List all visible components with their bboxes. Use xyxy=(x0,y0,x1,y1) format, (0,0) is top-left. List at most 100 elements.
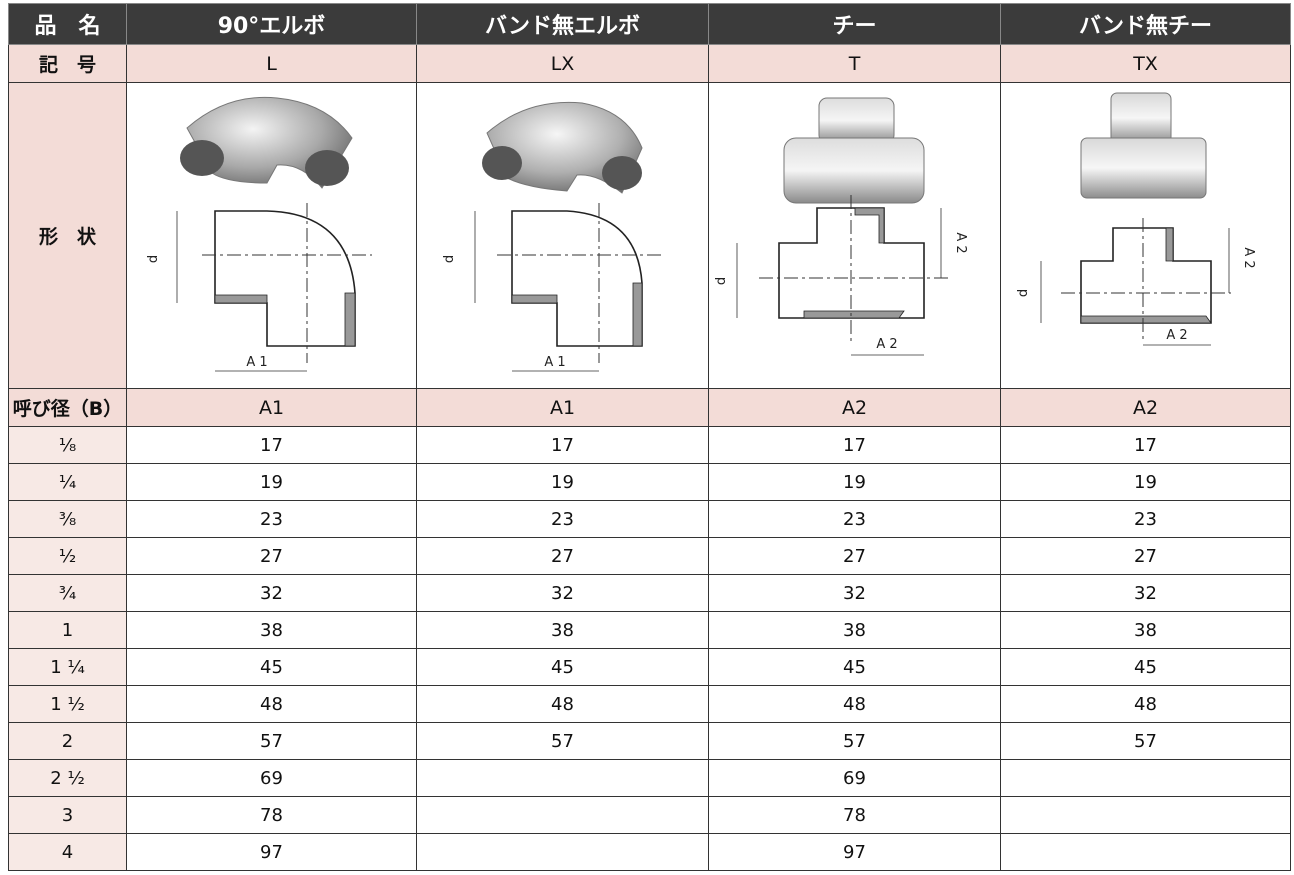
data-row: 2 ¹⁄₂ 69 69 xyxy=(8,759,1291,797)
drawing-label: A 2 xyxy=(876,337,897,352)
value-cell: 97 xyxy=(126,833,417,871)
value-cell: 23 xyxy=(416,500,709,538)
dimension-row: 呼び径（B） A1 A1 A2 A2 xyxy=(8,388,1291,427)
size-cell: 4 xyxy=(8,833,127,871)
header-cell: バンド無チー xyxy=(1000,3,1291,45)
size-cell: 2 ¹⁄₂ xyxy=(8,759,127,797)
value-cell xyxy=(1000,833,1291,871)
value-cell: 48 xyxy=(1000,685,1291,723)
value-cell xyxy=(416,759,709,797)
section-hatch xyxy=(1080,227,1212,324)
value-cell: 57 xyxy=(416,722,709,760)
value-cell: 27 xyxy=(416,537,709,575)
value-cell xyxy=(1000,796,1291,834)
size-cell: 3 xyxy=(8,796,127,834)
data-row: 1 ¹⁄₂ 48 48 48 48 xyxy=(8,685,1291,723)
value-cell: 57 xyxy=(708,722,1001,760)
data-row: 2 57 57 57 57 xyxy=(8,722,1291,760)
value-cell: 19 xyxy=(126,463,417,501)
elbow-figure: d A 1 xyxy=(146,96,372,372)
shape-cell: d A 1 xyxy=(126,82,417,389)
drawing-label: A 2 xyxy=(1166,328,1187,343)
shape-label: 形 状 xyxy=(8,82,127,389)
section-hatch xyxy=(214,292,356,347)
tee-figure: A 2 d A 2 xyxy=(714,97,968,356)
header-cell: チー xyxy=(708,3,1001,45)
dimension-cell: A2 xyxy=(708,388,1001,427)
drawing-label: A 2 xyxy=(953,232,968,253)
size-cell: 1 xyxy=(8,611,127,649)
size-cell: ¹⁄₄ xyxy=(8,463,127,501)
value-cell: 32 xyxy=(126,574,417,612)
shape-cell: A 2 d A 2 xyxy=(708,82,1001,389)
tee-figure: A 2 d A 2 xyxy=(1016,92,1256,346)
value-cell: 38 xyxy=(708,611,1001,649)
size-cell: ¹⁄₈ xyxy=(8,426,127,464)
data-row: ³⁄₄ 32 32 32 32 xyxy=(8,574,1291,612)
product-photo xyxy=(305,150,349,186)
value-cell: 45 xyxy=(416,648,709,686)
drawing-label: A 1 xyxy=(246,355,267,370)
section-hatch xyxy=(511,282,643,347)
section-drawing xyxy=(214,210,356,347)
product-photo xyxy=(180,140,224,176)
value-cell: 57 xyxy=(126,722,417,760)
value-cell: 38 xyxy=(126,611,417,649)
value-cell xyxy=(416,796,709,834)
value-cell: 69 xyxy=(126,759,417,797)
value-cell: 19 xyxy=(416,463,709,501)
value-cell: 78 xyxy=(126,796,417,834)
value-cell: 17 xyxy=(708,426,1001,464)
value-cell: 32 xyxy=(1000,574,1291,612)
value-cell: 45 xyxy=(708,648,1001,686)
value-cell: 19 xyxy=(1000,463,1291,501)
value-cell: 27 xyxy=(126,537,417,575)
header-cell: 90°エルボ xyxy=(126,3,417,45)
section-hatch xyxy=(803,207,905,319)
data-row: ¹⁄₈ 17 17 17 17 xyxy=(8,426,1291,464)
symbol-cell: L xyxy=(126,44,417,83)
value-cell xyxy=(1000,759,1291,797)
value-cell: 19 xyxy=(708,463,1001,501)
product-photo xyxy=(1080,137,1207,199)
header-row: 品 名 90°エルボ バンド無エルボ チー バンド無チー xyxy=(8,3,1291,45)
value-cell: 17 xyxy=(1000,426,1291,464)
data-row: 4 97 97 xyxy=(8,833,1291,871)
value-cell: 32 xyxy=(708,574,1001,612)
value-cell: 48 xyxy=(416,685,709,723)
drawing-label: d xyxy=(146,255,161,263)
value-cell: 27 xyxy=(708,537,1001,575)
size-cell: ³⁄₄ xyxy=(8,574,127,612)
product-photo xyxy=(602,156,642,190)
shape-cell: A 2 d A 2 xyxy=(1000,82,1291,389)
size-cell: 1 ¹⁄₂ xyxy=(8,685,127,723)
symbol-cell: LX xyxy=(416,44,709,83)
dimension-cell: A1 xyxy=(416,388,709,427)
value-cell: 45 xyxy=(126,648,417,686)
value-cell: 23 xyxy=(126,500,417,538)
value-cell: 23 xyxy=(1000,500,1291,538)
product-photo xyxy=(783,137,925,204)
drawing-label: d xyxy=(442,255,457,263)
dimension-cell: A1 xyxy=(126,388,417,427)
data-row: 1 38 38 38 38 xyxy=(8,611,1291,649)
value-cell: 45 xyxy=(1000,648,1291,686)
value-cell: 38 xyxy=(416,611,709,649)
data-row: ³⁄₈ 23 23 23 23 xyxy=(8,500,1291,538)
value-cell: 17 xyxy=(416,426,709,464)
product-photo xyxy=(1110,92,1172,144)
drawing-label: d xyxy=(1016,289,1031,297)
size-cell: 1 ¹⁄₄ xyxy=(8,648,127,686)
value-cell: 48 xyxy=(708,685,1001,723)
value-cell: 23 xyxy=(708,500,1001,538)
value-cell: 78 xyxy=(708,796,1001,834)
product-photo xyxy=(482,146,522,180)
section-drawing xyxy=(1080,227,1212,324)
shape-cell: d A 1 xyxy=(416,82,709,389)
drawing-label: A 1 xyxy=(544,355,565,370)
size-cell: ³⁄₈ xyxy=(8,500,127,538)
value-cell: 17 xyxy=(126,426,417,464)
symbol-row: 記 号 L LX T TX xyxy=(8,44,1291,83)
symbol-cell: TX xyxy=(1000,44,1291,83)
